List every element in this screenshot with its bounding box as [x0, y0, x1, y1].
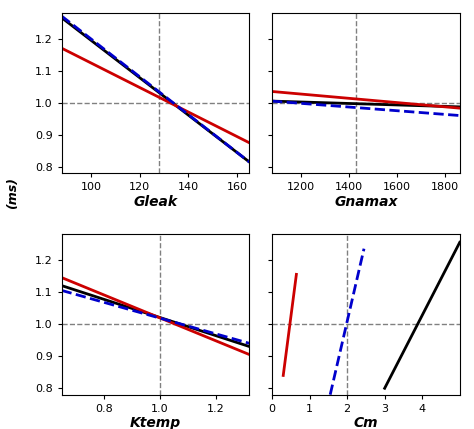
X-axis label: Cm: Cm — [354, 417, 378, 429]
X-axis label: Gnamax: Gnamax — [334, 195, 398, 209]
Text: Chronaxie Time
(ms): Chronaxie Time (ms) — [0, 138, 19, 248]
X-axis label: Ktemp: Ktemp — [130, 417, 181, 429]
X-axis label: Gleak: Gleak — [134, 195, 178, 209]
